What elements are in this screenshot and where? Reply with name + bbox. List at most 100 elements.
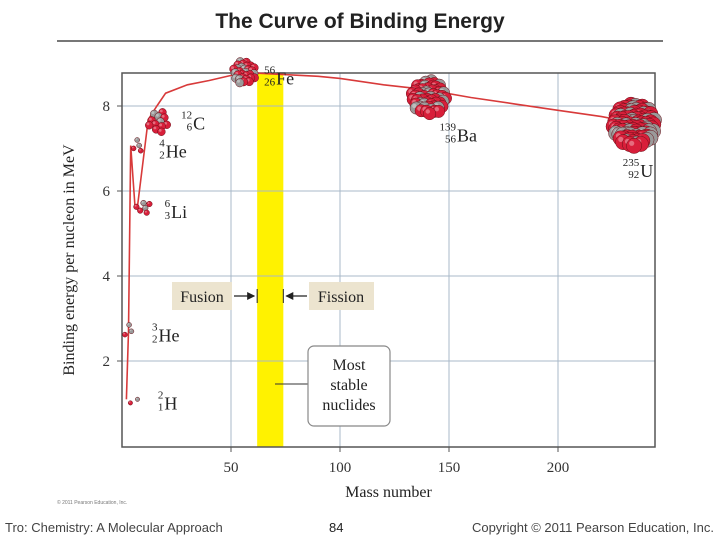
y-tick-label: 6 (103, 184, 111, 200)
y-tick-label: 2 (103, 354, 111, 370)
nucleon-highlight (123, 332, 125, 335)
y-axis-title: Binding energy per nucleon in MeV (61, 144, 78, 376)
nucleus-h-2 (127, 396, 140, 406)
proton-ball (145, 121, 154, 130)
y-tick-label: 4 (103, 269, 111, 285)
most-stable-box (307, 345, 391, 427)
proton-ball (143, 209, 150, 216)
nuclide-symbol: Fe (276, 68, 294, 88)
fusion-label: Fusion (180, 289, 224, 306)
nucleon-highlight (231, 66, 234, 70)
x-tick-label: 50 (224, 460, 239, 476)
nucleon-highlight (159, 109, 163, 113)
nucleon-highlight (128, 401, 131, 403)
nucleon-highlight (139, 149, 141, 151)
nucleon-highlight (136, 397, 138, 400)
nuclide-atomic-number: 6 (187, 122, 193, 134)
proton-ball (157, 127, 166, 136)
nuclide-symbol: He (159, 325, 180, 345)
nucleon-highlight (157, 118, 161, 122)
proton-ball (626, 138, 642, 154)
neutron-ball (134, 137, 140, 143)
nucleus-he-3 (122, 322, 135, 338)
nucleon-highlight (412, 103, 417, 109)
nuclide-atomic-number: 2 (152, 333, 158, 345)
nucleus-fe-56 (229, 57, 259, 88)
nucleus-li-6 (133, 199, 153, 216)
nucleon-highlight (127, 323, 130, 325)
nuclide-atomic-number: 3 (165, 210, 171, 222)
nucleon-highlight (146, 122, 150, 126)
y-tick-label: 8 (103, 99, 111, 115)
fission-label-box (309, 282, 374, 310)
nuclide-mass-number: 139 (440, 121, 457, 133)
nucleon-highlight (237, 79, 240, 83)
x-tick-label: 150 (438, 460, 461, 476)
footer-page-number: 84 (329, 520, 344, 535)
nucleon-highlight (134, 204, 137, 207)
nuclide-mass-number: 56 (264, 64, 276, 76)
most-stable-text: stable (330, 377, 367, 394)
nuclide-atomic-number: 56 (445, 133, 457, 145)
nucleon-highlight (149, 117, 152, 121)
title-underline (57, 40, 663, 42)
nucleon-highlight (129, 329, 132, 332)
nuclide-mass-number: 4 (159, 138, 165, 150)
nuclide-symbol: Li (171, 202, 187, 222)
nucleon-highlight (151, 111, 155, 114)
nucleon-highlight (141, 201, 144, 203)
neutron-ball (135, 396, 140, 402)
nucleus-ba-139 (405, 74, 452, 121)
stable-nuclides-band (257, 73, 284, 447)
pearson-copyright: © 2011 Pearson Education, Inc. (57, 500, 128, 506)
nucleus-he-4 (130, 137, 144, 154)
nuclide-atomic-number: 92 (628, 169, 639, 181)
proton-ball (133, 203, 140, 210)
neutron-ball (126, 322, 132, 328)
fission-arrowhead (285, 292, 294, 300)
nucleon-highlight (159, 123, 163, 127)
nuclide-symbol: H (164, 393, 177, 413)
fusion-arrowhead (247, 292, 256, 300)
nuclide-mass-number: 3 (152, 321, 158, 333)
neutron-ball (128, 328, 135, 335)
nucleon-highlight (158, 129, 162, 132)
x-tick-label: 200 (547, 460, 570, 476)
nucleon-highlight (425, 109, 430, 114)
x-axis-title: Mass number (345, 484, 432, 501)
nucleus-u-235 (605, 96, 662, 154)
nucleon-highlight (147, 202, 150, 204)
nucleon-highlight (152, 121, 156, 125)
nucleon-highlight (144, 210, 147, 213)
nuclide-atomic-number: 1 (158, 401, 164, 413)
footer-book-title: Tro: Chemistry: A Molecular Approach (5, 520, 223, 535)
nuclide-symbol: U (640, 161, 653, 181)
nucleon-highlight (131, 146, 134, 149)
nucleon-highlight (156, 113, 159, 117)
nucleon-highlight (138, 208, 141, 211)
fusion-label-box (172, 282, 232, 310)
nucleon-highlight (137, 143, 140, 146)
page-title: The Curve of Binding Energy (215, 10, 505, 33)
nuclide-mass-number: 2 (158, 389, 164, 401)
proton-ball (127, 400, 133, 406)
proton-ball (423, 107, 437, 121)
nuclide-atomic-number: 26 (264, 76, 276, 88)
x-tick-label: 100 (329, 460, 352, 476)
nucleon-highlight (135, 138, 138, 141)
nuclide-mass-number: 12 (181, 110, 192, 122)
nuclide-symbol: He (166, 142, 187, 162)
proton-ball (130, 145, 137, 152)
most-stable-text: Most (333, 357, 366, 374)
nucleon-highlight (249, 67, 252, 71)
proton-ball (137, 207, 144, 214)
neutron-ball (136, 142, 142, 149)
fission-label: Fission (318, 289, 364, 306)
nucleon-highlight (236, 76, 240, 80)
plot-frame (121, 72, 656, 448)
most-stable-text: nuclides (322, 397, 375, 414)
nucleon-highlight (618, 136, 624, 142)
nuclide-mass-number: 235 (623, 157, 640, 169)
nuclide-symbol: C (193, 114, 205, 134)
proton-ball (146, 200, 153, 208)
